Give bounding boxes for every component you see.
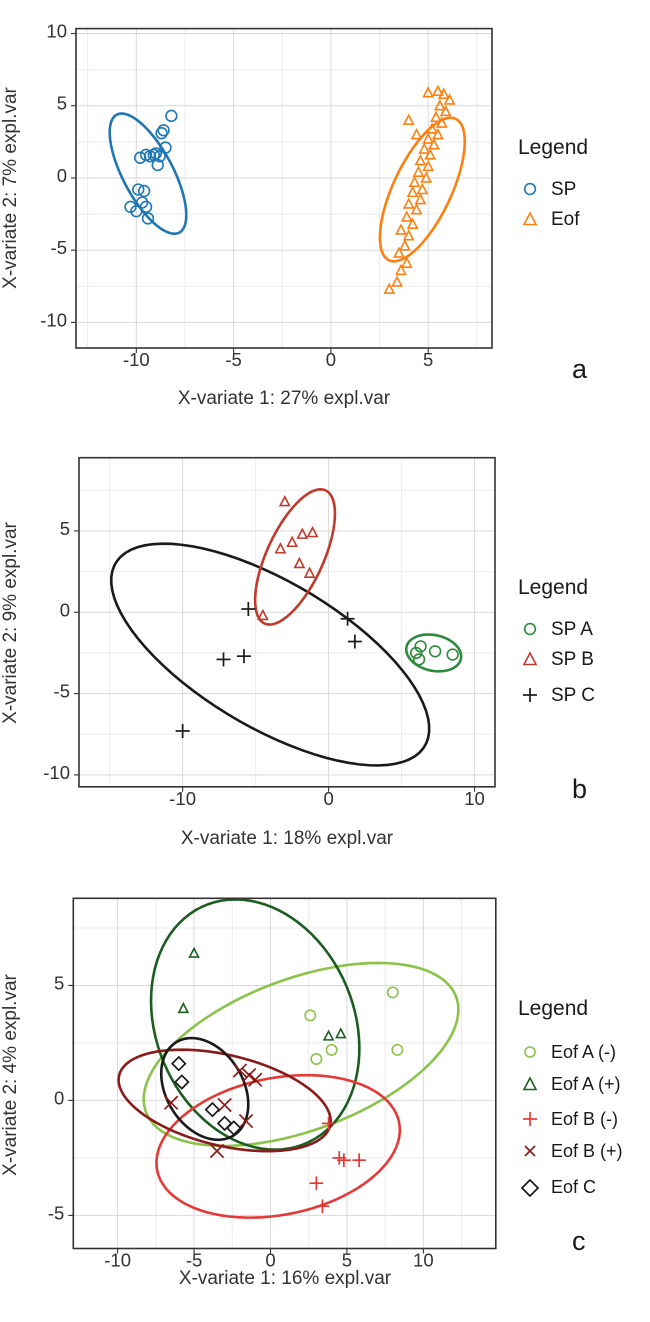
svg-text:-10: -10 [169,788,196,809]
svg-text:5: 5 [60,518,70,539]
svg-text:10: 10 [46,21,67,42]
svg-text:Eof C: Eof C [551,1177,596,1197]
svg-text:Eof A (-): Eof A (-) [551,1042,616,1062]
svg-text:Eof B (+): Eof B (+) [551,1141,623,1161]
svg-text:X-variate 1: 27% expl.var: X-variate 1: 27% expl.var [178,388,391,409]
svg-text:Legend: Legend [518,997,588,1020]
svg-text:-10: -10 [43,762,70,783]
svg-text:0: 0 [323,788,333,809]
svg-text:10: 10 [464,788,485,809]
svg-text:-5: -5 [54,681,70,702]
svg-text:X-variate 1: 16% expl.var: X-variate 1: 16% expl.var [179,1268,392,1289]
svg-text:-10: -10 [104,1250,131,1271]
svg-text:Legend: Legend [518,136,588,159]
svg-text:5: 5 [57,93,67,114]
svg-text:0: 0 [60,599,70,620]
svg-text:Legend: Legend [518,576,588,599]
svg-text:0: 0 [326,349,336,370]
svg-text:b: b [572,774,587,804]
svg-text:0: 0 [54,1087,64,1108]
svg-text:Eof B (-): Eof B (-) [551,1109,618,1129]
svg-text:X-variate 2: 7% expl.var: X-variate 2: 7% expl.var [0,86,21,288]
svg-text:-10: -10 [40,309,67,330]
svg-text:5: 5 [54,972,64,993]
svg-text:SP C: SP C [551,685,595,706]
svg-text:-5: -5 [225,349,241,370]
svg-text:10: 10 [413,1250,434,1271]
svg-text:a: a [572,354,588,384]
svg-text:-10: -10 [123,349,150,370]
svg-text:SP: SP [551,179,576,200]
svg-text:0: 0 [57,165,67,186]
svg-text:X-variate 1: 18% expl.var: X-variate 1: 18% expl.var [181,828,394,849]
svg-text:Eof: Eof [551,209,580,230]
svg-text:SP A: SP A [551,619,593,640]
svg-text:-5: -5 [51,237,67,258]
svg-text:X-variate 2: 9% expl.var: X-variate 2: 9% expl.var [0,521,21,723]
svg-text:c: c [572,1226,586,1256]
svg-text:-5: -5 [48,1202,64,1223]
svg-text:X-variate 2: 4% expl.var: X-variate 2: 4% expl.var [0,973,21,1175]
svg-text:Eof A (+): Eof A (+) [551,1074,621,1094]
svg-text:5: 5 [423,349,433,370]
svg-text:SP B: SP B [551,649,594,670]
